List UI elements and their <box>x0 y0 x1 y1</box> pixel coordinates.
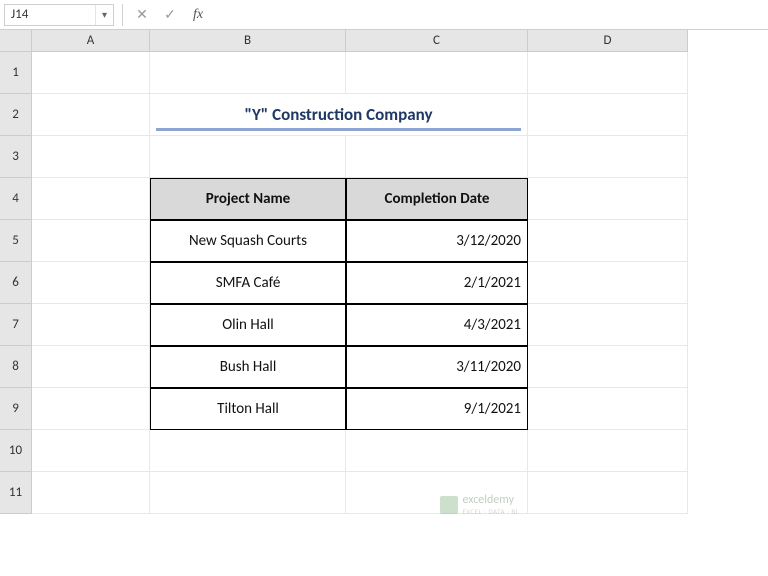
cell-a1[interactable] <box>32 52 150 94</box>
row-header-8[interactable]: 8 <box>0 346 32 388</box>
watermark-brand: exceldemy <box>462 493 514 507</box>
row-1: 1 <box>0 52 768 94</box>
watermark-text: exceldemy EXCEL · DATA · BI <box>462 493 518 516</box>
rows-container: 1 2 "Y" Construction Company 3 4 Pr <box>0 52 768 514</box>
data-date-1[interactable]: 2/1/2021 <box>346 262 528 304</box>
row-7: 7 Olin Hall 4/3/2021 <box>0 304 768 346</box>
data-date-4[interactable]: 9/1/2021 <box>346 388 528 430</box>
cell-d9[interactable] <box>528 388 688 430</box>
row-header-4[interactable]: 4 <box>0 178 32 220</box>
data-date-2[interactable]: 4/3/2021 <box>346 304 528 346</box>
row-header-9[interactable]: 9 <box>0 388 32 430</box>
cell-b1[interactable] <box>150 52 346 94</box>
cell-b10[interactable] <box>150 430 346 472</box>
title-underline <box>156 128 521 131</box>
name-box-container: J14 ▾ <box>4 4 114 26</box>
spreadsheet-grid: A B C D 1 2 "Y" Construction Company 3 <box>0 30 768 514</box>
cell-a4[interactable] <box>32 178 150 220</box>
col-header-b[interactable]: B <box>150 30 346 52</box>
column-headers: A B C D <box>32 30 768 52</box>
cell-a9[interactable] <box>32 388 150 430</box>
row-8: 8 Bush Hall 3/11/2020 <box>0 346 768 388</box>
row-header-3[interactable]: 3 <box>0 136 32 178</box>
row-2: 2 "Y" Construction Company <box>0 94 768 136</box>
row-header-6[interactable]: 6 <box>0 262 32 304</box>
data-project-4[interactable]: Tilton Hall <box>150 388 346 430</box>
cell-b3[interactable] <box>150 136 346 178</box>
formula-input[interactable] <box>215 4 764 26</box>
data-project-2[interactable]: Olin Hall <box>150 304 346 346</box>
data-project-0[interactable]: New Squash Courts <box>150 220 346 262</box>
row-header-1[interactable]: 1 <box>0 52 32 94</box>
watermark: exceldemy EXCEL · DATA · BI <box>440 493 518 516</box>
cell-d10[interactable] <box>528 430 688 472</box>
data-date-0[interactable]: 3/12/2020 <box>346 220 528 262</box>
cell-b11[interactable] <box>150 472 346 514</box>
row-header-2[interactable]: 2 <box>0 94 32 136</box>
cell-a11[interactable] <box>32 472 150 514</box>
fx-icon[interactable]: fx <box>187 4 209 26</box>
row-header-11[interactable]: 11 <box>0 472 32 514</box>
row-11: 11 <box>0 472 768 514</box>
row-4: 4 Project Name Completion Date <box>0 178 768 220</box>
enter-icon[interactable]: ✓ <box>159 4 181 26</box>
cell-d2[interactable] <box>528 94 688 136</box>
title-text: "Y" Construction Company <box>244 104 432 125</box>
row-header-10[interactable]: 10 <box>0 430 32 472</box>
cell-a5[interactable] <box>32 220 150 262</box>
cell-a10[interactable] <box>32 430 150 472</box>
data-project-1[interactable]: SMFA Café <box>150 262 346 304</box>
row-6: 6 SMFA Café 2/1/2021 <box>0 262 768 304</box>
row-10: 10 <box>0 430 768 472</box>
cell-a2[interactable] <box>32 94 150 136</box>
cell-d6[interactable] <box>528 262 688 304</box>
name-box-dropdown-icon[interactable]: ▾ <box>95 5 113 25</box>
header-project[interactable]: Project Name <box>150 178 346 220</box>
data-project-3[interactable]: Bush Hall <box>150 346 346 388</box>
cancel-icon[interactable]: ✕ <box>131 4 153 26</box>
cell-d11[interactable] <box>528 472 688 514</box>
data-date-3[interactable]: 3/11/2020 <box>346 346 528 388</box>
cell-d7[interactable] <box>528 304 688 346</box>
select-all-corner[interactable] <box>0 30 32 52</box>
row-5: 5 New Squash Courts 3/12/2020 <box>0 220 768 262</box>
cell-c10[interactable] <box>346 430 528 472</box>
watermark-icon <box>440 496 458 514</box>
cell-d4[interactable] <box>528 178 688 220</box>
cell-d8[interactable] <box>528 346 688 388</box>
cell-c1[interactable] <box>346 52 528 94</box>
cell-a6[interactable] <box>32 262 150 304</box>
col-header-d[interactable]: D <box>528 30 688 52</box>
name-box[interactable]: J14 <box>5 7 95 22</box>
row-9: 9 Tilton Hall 9/1/2021 <box>0 388 768 430</box>
divider <box>122 4 123 26</box>
row-header-5[interactable]: 5 <box>0 220 32 262</box>
col-header-a[interactable]: A <box>32 30 150 52</box>
formula-bar: J14 ▾ ✕ ✓ fx <box>0 0 768 30</box>
title-cell[interactable]: "Y" Construction Company <box>150 94 528 136</box>
cell-c3[interactable] <box>346 136 528 178</box>
cell-d1[interactable] <box>528 52 688 94</box>
cell-d5[interactable] <box>528 220 688 262</box>
cell-a3[interactable] <box>32 136 150 178</box>
cell-d3[interactable] <box>528 136 688 178</box>
header-date[interactable]: Completion Date <box>346 178 528 220</box>
cell-a8[interactable] <box>32 346 150 388</box>
row-header-7[interactable]: 7 <box>0 304 32 346</box>
row-3: 3 <box>0 136 768 178</box>
watermark-tag: EXCEL · DATA · BI <box>462 507 518 516</box>
col-header-c[interactable]: C <box>346 30 528 52</box>
cell-a7[interactable] <box>32 304 150 346</box>
